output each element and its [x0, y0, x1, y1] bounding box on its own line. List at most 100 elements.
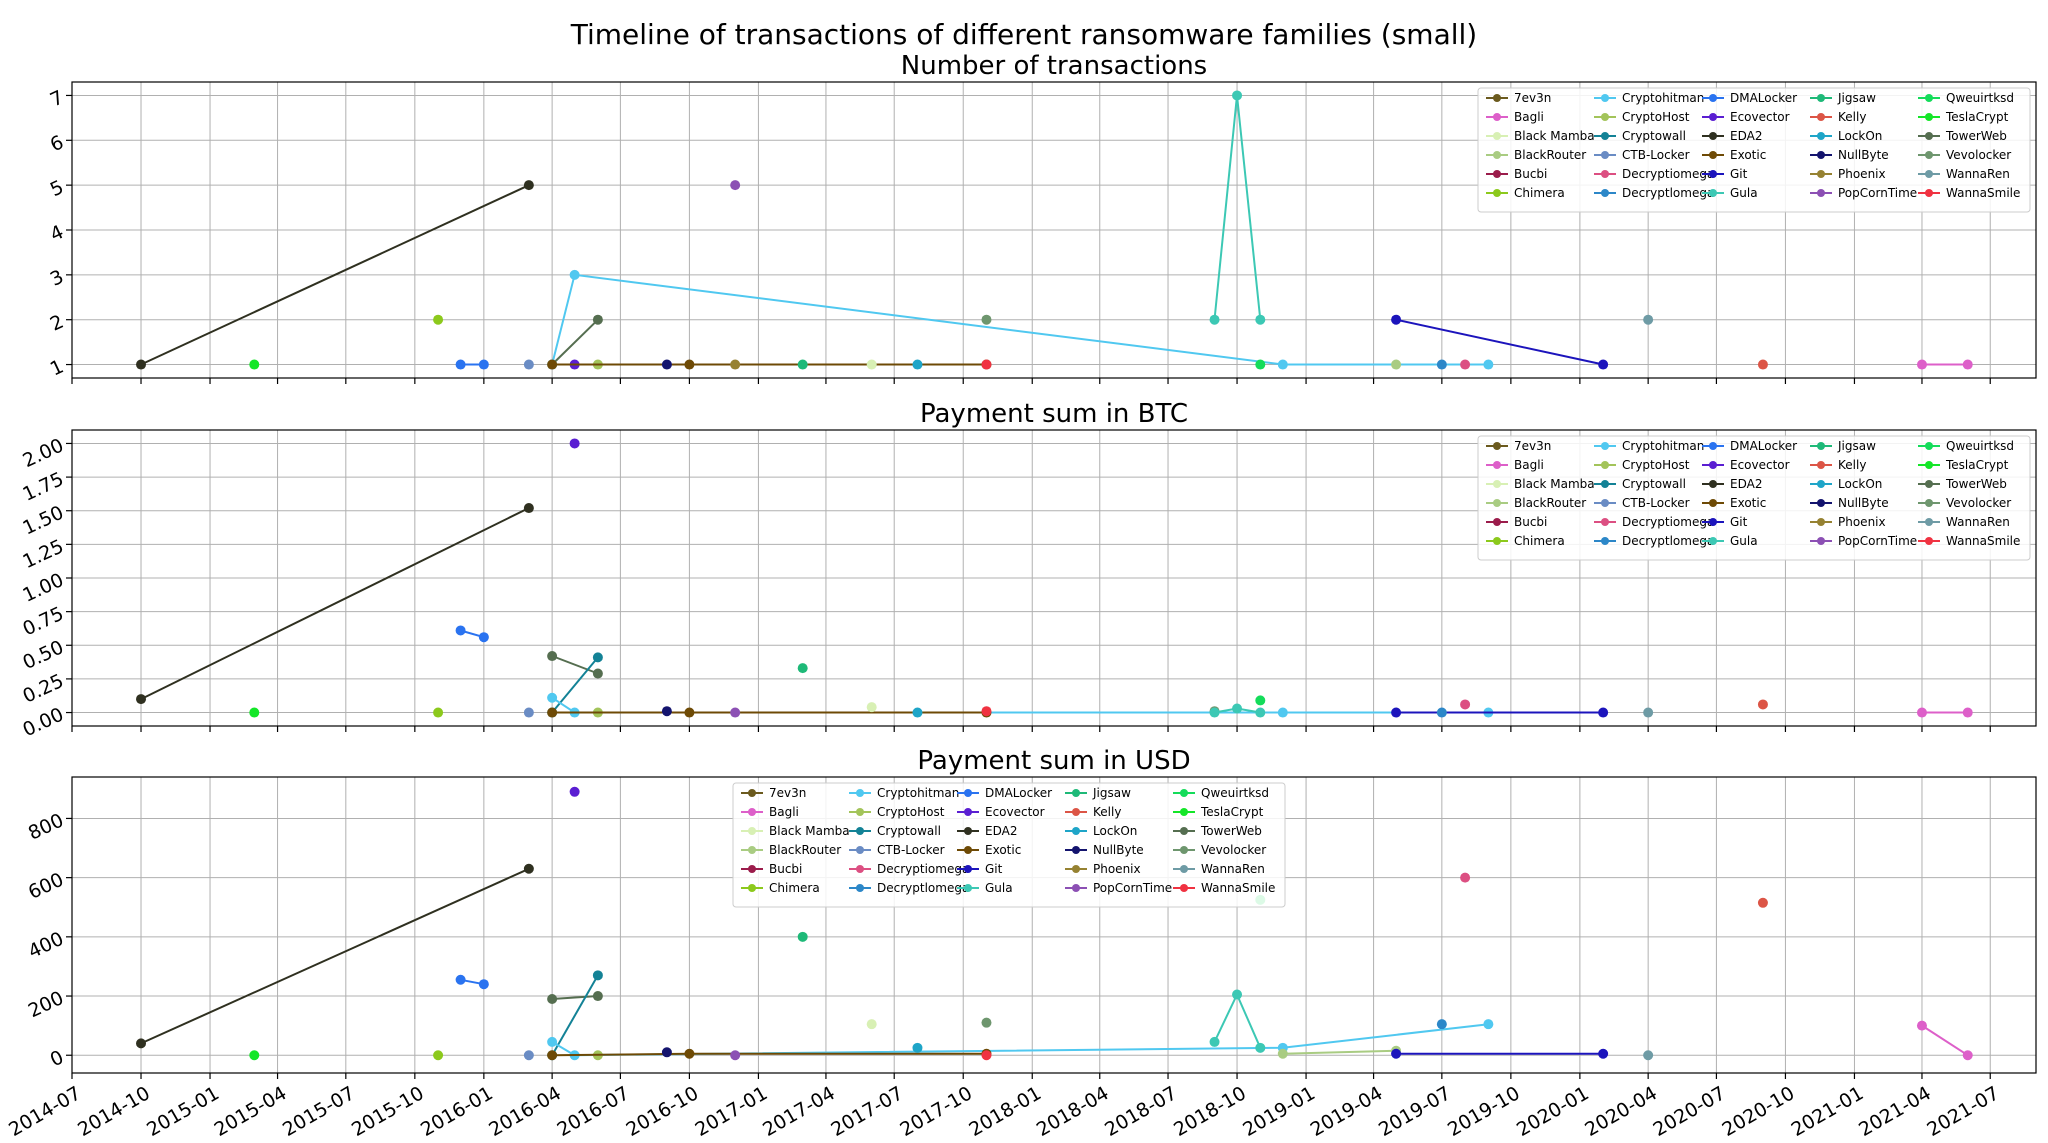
- series-kelly: [1757, 359, 1768, 370]
- x-tick-label: 2021-07: [1923, 1082, 2003, 1141]
- data-point: [1209, 314, 1220, 325]
- data-point: [1391, 707, 1402, 718]
- data-point: [547, 1050, 558, 1061]
- data-point: [1757, 359, 1768, 370]
- legend: 7ev3n Bagli Black Mamba BlackRouter Bucbi Chi…: [1477, 435, 2031, 561]
- legend-label: TeslaCrypt: [1200, 805, 1264, 819]
- y-tick-label: 4: [47, 221, 67, 246]
- legend-label: Git: [1730, 167, 1748, 181]
- series-decryptlomega: [1436, 707, 1447, 718]
- legend-swatch-marker: [1493, 151, 1501, 159]
- legend-entry: DMALocker: [1702, 91, 1797, 105]
- series-nullbyte: [661, 1047, 672, 1058]
- panel-title: Number of transactions: [901, 51, 1207, 81]
- legend-label: Decryptiomega: [877, 862, 969, 876]
- legend-swatch-marker: [1180, 827, 1188, 835]
- legend-swatch-marker: [964, 865, 972, 873]
- legend-swatch-marker: [1709, 442, 1717, 450]
- series-wannasmile: [981, 706, 992, 717]
- data-point: [1643, 707, 1654, 718]
- series-bagli: [1916, 1020, 1973, 1061]
- data-point: [547, 994, 558, 1004]
- legend-label: Decryptlomega: [1622, 186, 1714, 200]
- series-jigsaw: [797, 359, 808, 370]
- legend-swatch-marker: [748, 846, 756, 854]
- legend-swatch-marker: [1925, 113, 1933, 121]
- legend-swatch-marker: [1493, 499, 1501, 507]
- series-lockon: [912, 707, 923, 718]
- legend-swatch-marker: [748, 884, 756, 892]
- legend-label: 7ev3n: [1514, 91, 1551, 105]
- data-point: [433, 1050, 444, 1061]
- legend-entry: Exotic: [1702, 496, 1766, 510]
- legend-label: TeslaCrypt: [1945, 458, 2009, 472]
- data-point: [1232, 90, 1243, 101]
- legend-entry: NullByte: [1810, 148, 1889, 162]
- legend-label: Exotic: [1730, 496, 1766, 510]
- legend-entry: 7ev3n: [1486, 439, 1551, 453]
- legend-swatch-marker: [1925, 442, 1933, 450]
- legend-swatch-marker: [856, 865, 864, 873]
- legend-label: Vevolocker: [1201, 843, 1266, 857]
- legend-entry: Bucbi: [1486, 167, 1547, 181]
- legend-label: Kelly: [1838, 458, 1866, 472]
- legend-label: PopCornTime: [1093, 881, 1172, 895]
- data-point: [1209, 707, 1220, 718]
- x-tick-label: 2016-10: [623, 1082, 703, 1141]
- legend-swatch-marker: [1817, 537, 1825, 545]
- legend-label: Kelly: [1838, 110, 1866, 124]
- series-decryptiomega: [1460, 359, 1471, 370]
- legend-entry: Kelly: [1810, 110, 1866, 124]
- data-point: [478, 979, 489, 990]
- legend-swatch-marker: [1493, 480, 1501, 488]
- legend-entry: 7ev3n: [741, 786, 806, 800]
- data-point: [1460, 699, 1471, 710]
- legend-label: DMALocker: [1730, 91, 1797, 105]
- series-dmalocker: [455, 974, 489, 990]
- data-point: [797, 359, 808, 370]
- legend-swatch-marker: [1925, 189, 1933, 197]
- legend-entry: Bucbi: [741, 862, 802, 876]
- data-point: [661, 359, 672, 370]
- legend-swatch-marker: [748, 808, 756, 816]
- data-point: [1598, 1048, 1609, 1059]
- data-point: [912, 1042, 923, 1053]
- legend-entry: Bagli: [741, 805, 799, 819]
- data-point: [547, 651, 558, 662]
- series-ctb-locker: [523, 1050, 534, 1061]
- y-tick-label: 1.25: [19, 535, 67, 573]
- data-point: [592, 668, 603, 679]
- data-point: [523, 863, 534, 874]
- x-tick-label: 2015-10: [348, 1082, 428, 1141]
- legend-swatch-marker: [1709, 113, 1717, 121]
- legend-entry: DMALocker: [1702, 439, 1797, 453]
- series-kelly: [1757, 699, 1768, 710]
- data-point: [866, 1019, 877, 1030]
- legend: 7ev3n Bagli Black Mamba BlackRouter Bucbi Chi…: [732, 782, 1286, 908]
- data-point: [981, 1017, 992, 1028]
- legend-label: Decryptlomega: [877, 881, 969, 895]
- data-point: [1757, 699, 1768, 710]
- legend-label: Ecovector: [985, 805, 1045, 819]
- legend-entry: Exotic: [957, 843, 1021, 857]
- legend-swatch-marker: [748, 865, 756, 873]
- legend-entry: Git: [957, 862, 1003, 876]
- series-exotic: [547, 1048, 992, 1061]
- legend-swatch-marker: [1180, 789, 1188, 797]
- legend-entry: Chimera: [1486, 186, 1565, 200]
- legend-entry: TeslaCrypt: [1173, 805, 1264, 819]
- legend-label: PopCornTime: [1838, 534, 1917, 548]
- x-tick-label: 2019-01: [1239, 1082, 1319, 1141]
- legend-entry: Phoenix: [1810, 167, 1886, 181]
- data-point: [249, 1050, 260, 1061]
- series-line: [551, 273, 1489, 366]
- chart-panels: Number of transactions 1 2 3 4 5 6 7 7ev3n Bagli B…: [5, 51, 2037, 1141]
- panel-1: Number of transactions 1 2 3 4 5 6 7 7ev3n Bagli B…: [47, 51, 2037, 384]
- data-point: [249, 359, 260, 370]
- legend-swatch-marker: [1817, 113, 1825, 121]
- legend-entry: Kelly: [1810, 458, 1866, 472]
- x-tick-label: 2017-10: [896, 1082, 976, 1141]
- legend-swatch-marker: [1493, 461, 1501, 469]
- legend-swatch-marker: [1601, 442, 1609, 450]
